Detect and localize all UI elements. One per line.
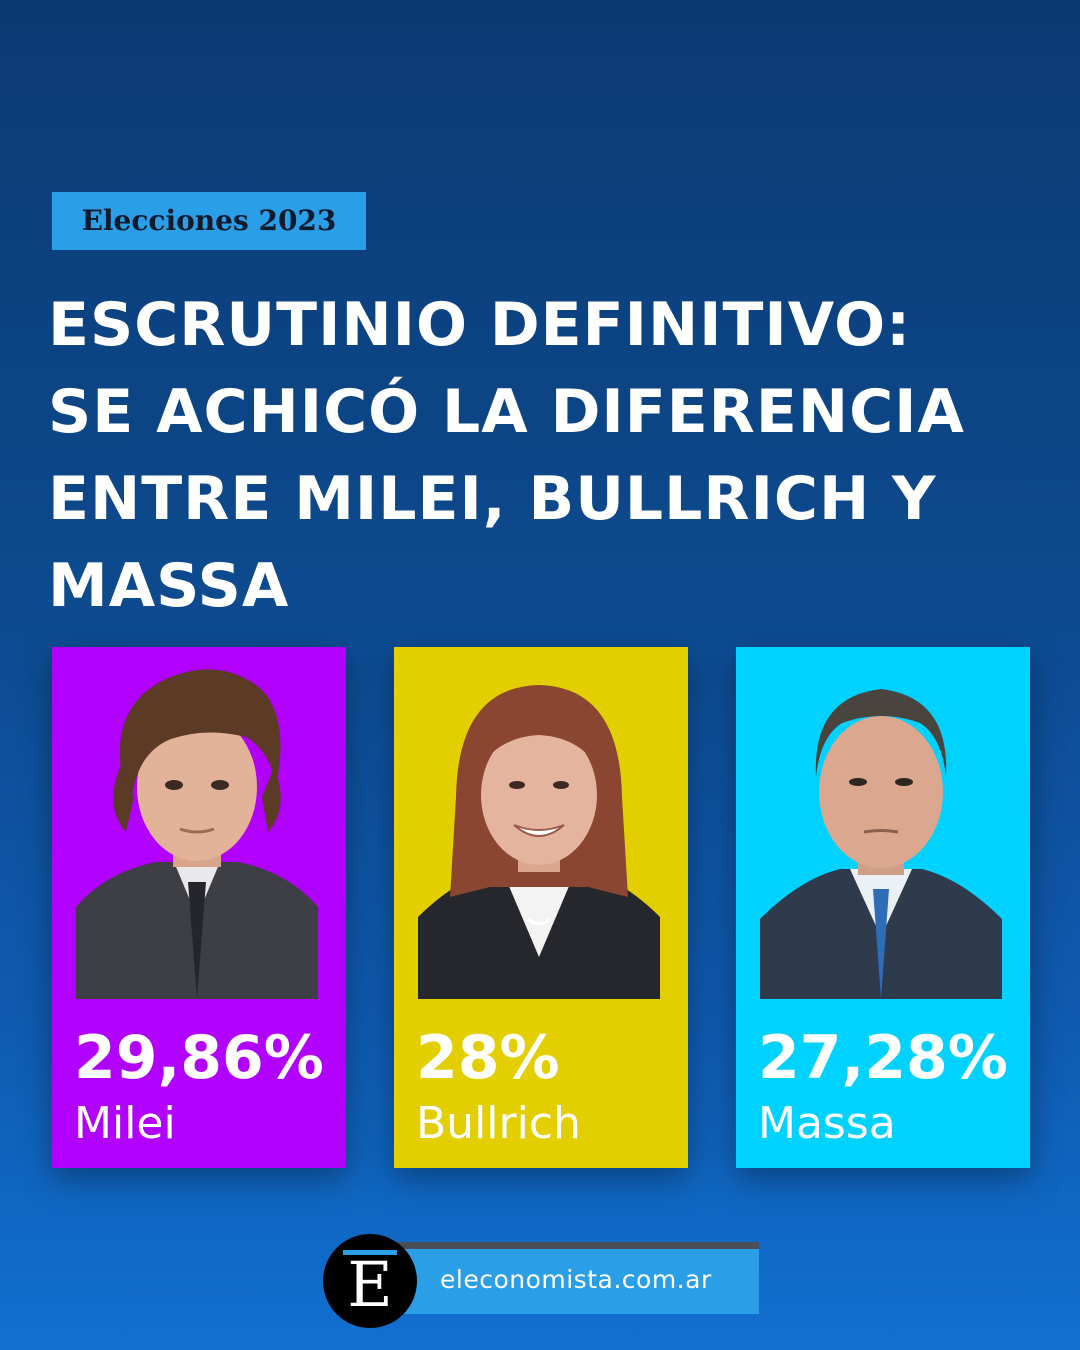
candidate-card-milei: 29,86% Milei	[52, 647, 346, 1168]
candidate-card-bullrich: 28% Bullrich	[394, 647, 688, 1168]
logo-accent-bar	[343, 1250, 397, 1255]
massa-portrait	[760, 657, 1002, 999]
eleconomista-logo: E	[323, 1234, 417, 1328]
milei-portrait	[76, 657, 318, 999]
headline: ESCRUTINIO DEFINITIVO: SE ACHICÓ LA DIFE…	[48, 282, 1048, 630]
bullrich-portrait	[418, 657, 660, 999]
bullrich-percentage: 28%	[416, 1023, 560, 1093]
massa-name: Massa	[758, 1098, 896, 1149]
milei-percentage: 29,86%	[74, 1023, 324, 1093]
headline-line-4: MASSA	[48, 551, 290, 621]
logo-letter: E	[347, 1248, 393, 1321]
section-tag: Elecciones 2023	[52, 192, 366, 250]
site-url[interactable]: eleconomista.com.ar	[440, 1265, 712, 1294]
headline-line-3: ENTRE MILEI, BULLRICH Y	[48, 464, 937, 534]
headline-line-2: SE ACHICÓ LA DIFERENCIA	[48, 377, 965, 447]
massa-percentage: 27,28%	[758, 1023, 1008, 1093]
candidate-card-massa: 27,28% Massa	[736, 647, 1030, 1168]
headline-line-1: ESCRUTINIO DEFINITIVO:	[48, 290, 912, 360]
milei-name: Milei	[74, 1098, 176, 1149]
footer-bar	[392, 1242, 759, 1314]
bullrich-name: Bullrich	[416, 1098, 581, 1149]
